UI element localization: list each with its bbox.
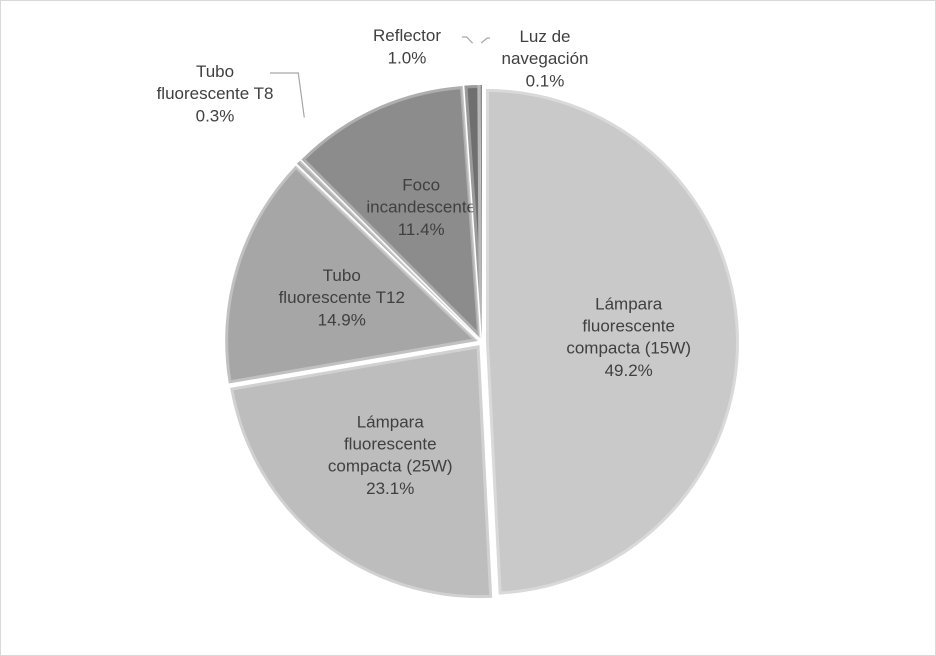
- category-label-line: incandescente: [366, 198, 476, 217]
- category-label: Tubo fluorescente T8: [157, 62, 274, 103]
- category-label-line: Lámpara: [357, 413, 425, 432]
- category-label-line: fluorescente: [582, 317, 675, 336]
- category-label-line: fluorescente T12: [279, 288, 405, 307]
- category-label: Lámpara fluorescente compacta (15W): [566, 295, 691, 358]
- pie-slice: [222, 162, 482, 387]
- leader-line: [270, 72, 305, 118]
- category-label-line: compacta (25W): [328, 457, 453, 476]
- value-label: 0.1%: [526, 71, 565, 90]
- leader-line: [480, 37, 490, 44]
- pie-slice: [298, 82, 484, 342]
- category-label-line: compacta (15W): [566, 339, 691, 358]
- leader-line: [462, 36, 474, 44]
- value-label: 49.2%: [605, 361, 653, 380]
- pie-slice: [227, 342, 496, 602]
- pie-slice: [482, 85, 742, 598]
- category-label: Foco incandescente: [366, 176, 476, 217]
- pie-slice: [293, 157, 483, 343]
- category-label-line: navegación: [502, 49, 589, 68]
- pie-slice: [477, 82, 485, 342]
- category-label: Lámpara fluorescente compacta (25W): [328, 413, 453, 476]
- category-label-line: fluorescente: [344, 435, 437, 454]
- category-label: Reflector: [373, 26, 441, 45]
- value-label: 23.1%: [366, 479, 414, 498]
- category-label-line: Lámpara: [595, 295, 663, 314]
- category-label-line: Reflector: [373, 26, 441, 45]
- category-label-line: Foco: [402, 176, 440, 195]
- value-label: 1.0%: [388, 48, 427, 67]
- category-label-line: Luz de: [519, 27, 570, 46]
- value-label: 0.3%: [196, 106, 235, 125]
- value-label: 14.9%: [318, 310, 366, 329]
- category-label-line: Tubo: [196, 62, 234, 81]
- category-label: Luz de navegación: [502, 27, 589, 68]
- pie-slice: [461, 82, 485, 342]
- category-label-line: fluorescente T8: [157, 84, 274, 103]
- category-label-line: Tubo: [323, 266, 361, 285]
- category-label: Tubo fluorescente T12: [279, 266, 405, 307]
- value-label: 11.4%: [398, 220, 445, 239]
